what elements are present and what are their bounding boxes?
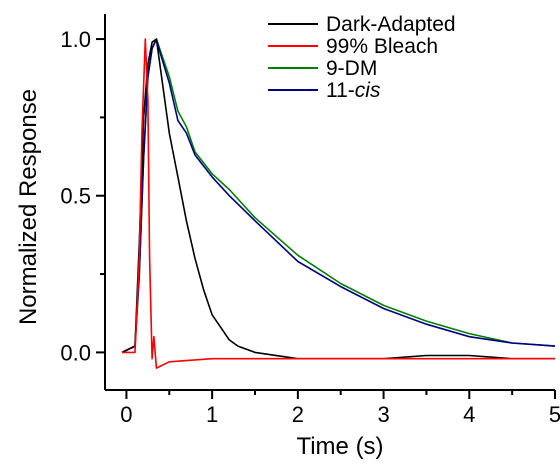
- x-tick-label: 4: [463, 402, 475, 427]
- x-tick-label: 5: [549, 402, 560, 427]
- legend-label: Dark-Adapted: [326, 13, 456, 36]
- x-tick-label: 0: [120, 402, 132, 427]
- x-axis-title: Time (s): [296, 433, 383, 460]
- y-axis-title: Normalized Response: [15, 89, 42, 325]
- y-tick-label: 0.0: [60, 340, 91, 365]
- x-tick-label: 3: [377, 402, 389, 427]
- x-tick-label: 2: [292, 402, 304, 427]
- series-group: [121, 38, 556, 369]
- x-tick-label: 1: [206, 402, 218, 427]
- legend-label: 11-cis: [326, 79, 381, 102]
- ticks: 0 1 2 3 4 5 0.0 0.5 1.0: [60, 27, 560, 427]
- y-tick-label: 0.5: [60, 184, 91, 209]
- series-line-11-cis: [121, 38, 556, 354]
- legend-label: 9-DM: [326, 57, 377, 80]
- legend-label: 99% Bleach: [326, 35, 438, 58]
- y-tick-label: 1.0: [60, 27, 91, 52]
- series-line-99-bleach: [122, 38, 555, 369]
- axes: [104, 14, 555, 391]
